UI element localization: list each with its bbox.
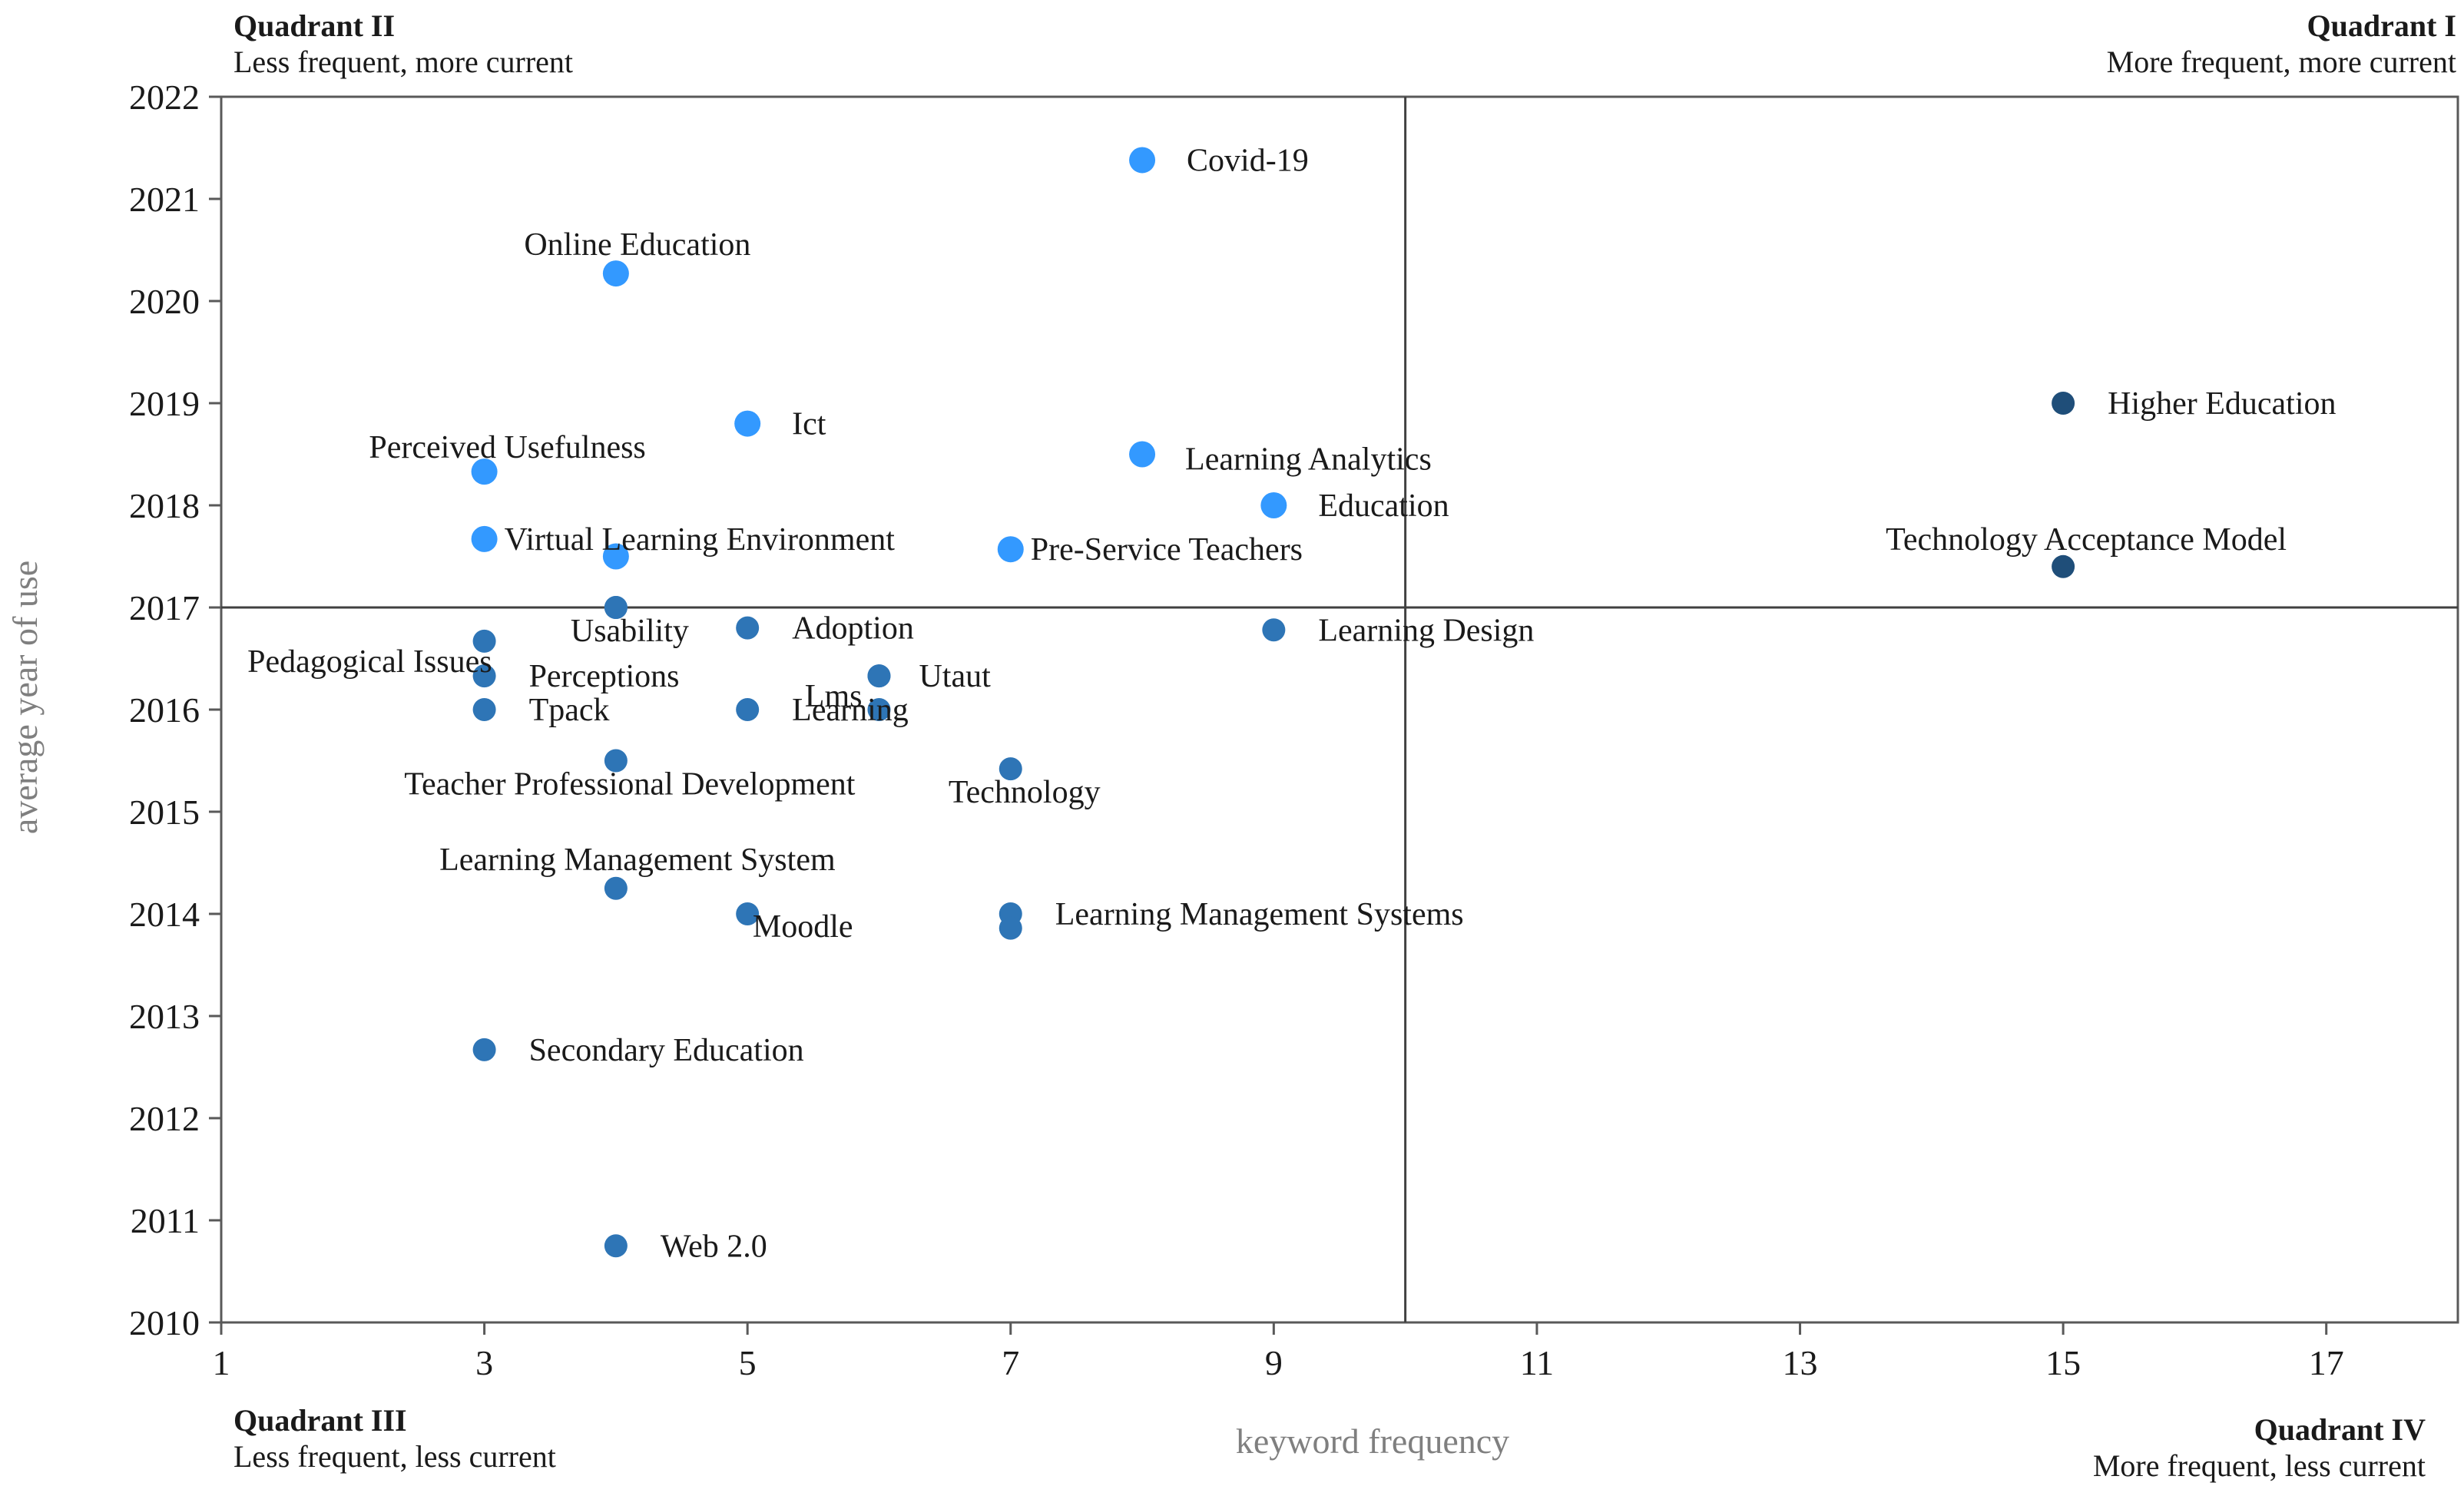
data-point <box>2052 392 2075 415</box>
data-label: Technology <box>949 775 1101 810</box>
quadrant-ii-label: Quadrant II Less frequent, more current <box>233 8 573 80</box>
x-tick-label: 1 <box>213 1343 230 1382</box>
data-point <box>472 698 496 721</box>
data-point <box>604 876 628 900</box>
y-tick-label: 2020 <box>129 282 200 321</box>
data-label: Covid-19 <box>1187 143 1309 178</box>
data-label: Utaut <box>919 659 991 694</box>
data-point <box>1262 618 1286 642</box>
y-tick-label: 2021 <box>129 180 200 219</box>
quadrant-title: Quadrant II <box>233 8 396 43</box>
data-label: Pre-Service Teachers <box>1031 532 1303 568</box>
data-label: Pedagogical Issues <box>247 644 492 680</box>
data-point <box>736 698 760 721</box>
data-point <box>736 902 760 925</box>
y-tick-label: 2015 <box>129 793 200 832</box>
data-point <box>472 664 496 688</box>
data-label: Tpack <box>529 693 610 728</box>
y-tick-label: 2012 <box>129 1099 200 1138</box>
data-label: Adoption <box>792 611 914 647</box>
x-tick-label: 9 <box>1265 1343 1283 1382</box>
x-tick-label: 13 <box>1783 1343 1818 1382</box>
data-point <box>734 410 761 437</box>
data-label: Online Education <box>524 227 750 263</box>
y-tick-label: 2011 <box>131 1201 200 1240</box>
data-point <box>472 1038 496 1061</box>
data-label: Perceived Usefulness <box>369 430 645 465</box>
quadrant-i-label: Quadrant I More frequent, more current <box>2107 8 2456 80</box>
quadrant-subtitle: Less frequent, more current <box>233 45 574 80</box>
x-tick-label: 15 <box>2045 1343 2081 1382</box>
y-tick-label: 2016 <box>129 690 200 730</box>
y-tick-label: 2019 <box>129 384 200 423</box>
data-point <box>604 1234 628 1258</box>
data-point <box>999 757 1022 781</box>
data-point <box>736 616 760 640</box>
quadrant-subtitle: Less frequent, less current <box>233 1439 556 1474</box>
y-tick-label: 2022 <box>129 78 200 117</box>
data-label: Learning <box>792 693 909 728</box>
x-tick-label: 11 <box>1520 1343 1554 1382</box>
data-point <box>867 664 891 688</box>
data-point <box>471 458 498 485</box>
x-axis-title: keyword frequency <box>1236 1422 1509 1461</box>
y-tick-label: 2014 <box>129 895 200 934</box>
data-label: Moodle <box>753 909 853 945</box>
data-label: Secondary Education <box>529 1033 804 1068</box>
quadrant-iii-label: Quadrant III Less frequent, less current <box>233 1402 556 1474</box>
data-point <box>867 698 891 721</box>
quadrant-subtitle: More frequent, more current <box>2106 45 2456 80</box>
x-tick-label: 17 <box>2309 1343 2344 1382</box>
data-point <box>997 536 1024 563</box>
data-label: Perceptions <box>529 659 680 694</box>
data-label: Learning Management System <box>439 842 836 878</box>
data-label: Ict <box>792 407 826 442</box>
data-label: Technology Acceptance Model <box>1886 522 2287 558</box>
y-tick-label: 2010 <box>129 1303 200 1342</box>
data-point <box>999 916 1022 940</box>
data-point <box>1129 441 1156 468</box>
data-point <box>472 629 496 653</box>
data-point <box>602 260 629 287</box>
x-tick-label: 5 <box>739 1343 757 1382</box>
quadrant-iv-label: Quadrant IV More frequent, less current <box>2093 1412 2426 1484</box>
data-label: Teacher Professional Development <box>404 767 856 803</box>
x-tick-label: 3 <box>475 1343 493 1382</box>
y-tick-label: 2018 <box>129 486 200 525</box>
quadrant-title: Quadrant IV <box>2254 1412 2426 1447</box>
data-point <box>1260 492 1287 518</box>
x-tick-label: 7 <box>1002 1343 1019 1382</box>
quadrant-title: Quadrant III <box>233 1403 407 1438</box>
data-label: Higher Education <box>2108 386 2336 422</box>
data-label: Education <box>1318 488 1449 524</box>
quadrant-subtitle: More frequent, less current <box>2092 1448 2426 1484</box>
data-label: Learning Design <box>1318 613 1534 648</box>
data-label: Web 2.0 <box>661 1229 767 1264</box>
data-label: Learning Management Systems <box>1055 897 1464 932</box>
data-point <box>2052 554 2075 578</box>
quadrant-title: Quadrant I <box>2307 8 2457 43</box>
data-label: Virtual Learning Environment <box>505 522 896 558</box>
y-axis-title: average year of use <box>5 561 45 834</box>
data-point <box>604 749 628 773</box>
data-point <box>471 525 498 552</box>
data-point <box>604 596 628 619</box>
y-tick-label: 2013 <box>129 997 200 1036</box>
data-label: Usability <box>571 614 689 649</box>
y-tick-label: 2017 <box>129 588 200 627</box>
data-point <box>602 543 629 570</box>
data-label: Lms <box>805 679 863 714</box>
data-point <box>1129 147 1156 174</box>
data-label: Learning Analytics <box>1185 442 1432 478</box>
